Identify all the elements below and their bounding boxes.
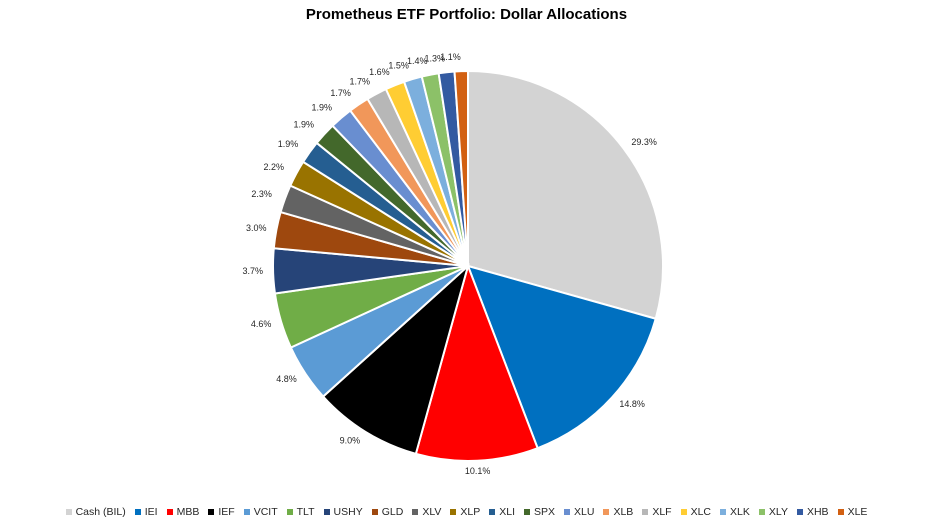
legend-item-gld: GLD xyxy=(371,506,404,518)
legend-item-xlc: XLC xyxy=(680,506,712,518)
legend-swatch xyxy=(642,509,649,515)
legend-label: XLV xyxy=(422,506,442,518)
legend-label: XLF xyxy=(652,506,672,518)
pie-data-labels: 29.3% 14.8% 10.1% 9.0% 4.8% 4.6% 3.7% 3.0% 2.3% 2… xyxy=(243,52,657,476)
legend-swatch xyxy=(489,509,496,515)
pie-slice-mbb xyxy=(414,262,539,462)
legend-label: XLY xyxy=(768,506,788,518)
legend-label: XLK xyxy=(730,506,750,518)
data-label-ushy: 3.7% xyxy=(243,266,264,276)
legend-item-cash-bil: Cash (BIL) xyxy=(65,506,126,518)
legend-label: GLD xyxy=(381,506,404,518)
legend-swatch xyxy=(286,509,293,515)
legend-swatch xyxy=(450,509,457,515)
legend-label: XHB xyxy=(806,506,829,518)
legend-item-xlb: XLB xyxy=(603,506,633,518)
legend-item-xle: XLE xyxy=(837,506,868,518)
legend-item-xlu: XLU xyxy=(564,506,594,518)
legend-label: VCIT xyxy=(253,506,278,518)
data-label-gld: 3.0% xyxy=(246,223,267,233)
pie-slice-cash-bil xyxy=(467,69,664,320)
pie-slice-xle xyxy=(453,69,469,267)
legend-label: TLT xyxy=(296,506,315,518)
data-label-xli: 1.9% xyxy=(278,139,299,149)
data-label-xhb: 1.3% xyxy=(425,53,446,63)
legend-swatch xyxy=(796,509,803,515)
data-label-vcit: 4.8% xyxy=(276,374,297,384)
legend-swatch xyxy=(243,509,250,515)
legend-label: XLI xyxy=(499,506,516,518)
legend-item-xlv: XLV xyxy=(412,506,441,518)
legend-swatch xyxy=(837,509,844,515)
legend-item-xlp: XLP xyxy=(450,506,480,518)
data-label-xlc: 1.6% xyxy=(369,67,390,77)
legend-item-ushy: USHY xyxy=(323,506,363,518)
legend-label: SPX xyxy=(534,506,556,518)
legend-swatch xyxy=(603,509,610,515)
data-label-spx: 1.9% xyxy=(294,120,315,130)
pie-slice-ief xyxy=(321,262,470,456)
legend-label: USHY xyxy=(333,506,363,518)
data-label-xlk: 1.5% xyxy=(388,61,409,71)
legend-swatch xyxy=(564,509,571,515)
legend-label: IEF xyxy=(218,506,235,518)
legend-label: XLE xyxy=(847,506,868,518)
legend-swatch xyxy=(208,509,215,515)
legend-item-ief: IEF xyxy=(208,506,235,518)
legend-item-xlf: XLF xyxy=(642,506,672,518)
legend-label: XLU xyxy=(574,506,595,518)
legend-label: XLC xyxy=(690,506,712,518)
data-label-tlt: 4.6% xyxy=(251,319,272,329)
legend-swatch xyxy=(166,509,173,515)
pie-slices xyxy=(272,69,664,462)
data-label-xlf: 1.7% xyxy=(350,76,371,86)
legend-item-iei: IEI xyxy=(134,506,158,518)
legend-label: XLP xyxy=(460,506,481,518)
data-label-xly: 1.4% xyxy=(407,56,428,66)
legend-swatch xyxy=(680,509,687,515)
legend-swatch xyxy=(323,509,330,515)
data-label-xle: 1.1% xyxy=(440,52,461,62)
legend-swatch xyxy=(524,509,531,515)
legend: Cash (BIL) IEI MBB IEF VCIT TLT USHY GLD XLV XLP X… xyxy=(0,506,933,518)
legend-label: IEI xyxy=(144,506,158,518)
legend-item-spx: SPX xyxy=(524,506,555,518)
legend-item-vcit: VCIT xyxy=(243,506,278,518)
legend-label: Cash (BIL) xyxy=(75,506,126,518)
legend-item-tlt: TLT xyxy=(286,506,315,518)
data-label-xlu: 1.9% xyxy=(312,102,333,112)
data-label-xlp: 2.2% xyxy=(263,162,284,172)
data-label-xlv: 2.3% xyxy=(251,189,272,199)
data-label-xlb: 1.7% xyxy=(330,88,351,98)
legend-swatch xyxy=(720,509,727,515)
data-label-cash-bil: 29.3% xyxy=(631,137,657,147)
legend-swatch xyxy=(134,509,141,515)
legend-swatch xyxy=(371,509,378,515)
pie-slice-iei xyxy=(466,264,657,450)
legend-item-xhb: XHB xyxy=(796,506,829,518)
chart-title: Prometheus ETF Portfolio: Dollar Allocat… xyxy=(305,6,628,23)
data-label-ief: 9.0% xyxy=(340,435,361,445)
data-label-mbb: 10.1% xyxy=(465,466,491,476)
data-label-iei: 14.8% xyxy=(619,399,645,409)
legend-swatch xyxy=(65,509,72,515)
legend-item-xlk: XLK xyxy=(720,506,750,518)
legend-label: MBB xyxy=(176,506,200,518)
legend-label: XLB xyxy=(613,506,634,518)
legend-swatch xyxy=(412,509,419,515)
legend-item-mbb: MBB xyxy=(166,506,200,518)
legend-swatch xyxy=(758,509,765,515)
legend-item-xly: XLY xyxy=(758,506,788,518)
legend-item-xli: XLI xyxy=(489,506,515,518)
